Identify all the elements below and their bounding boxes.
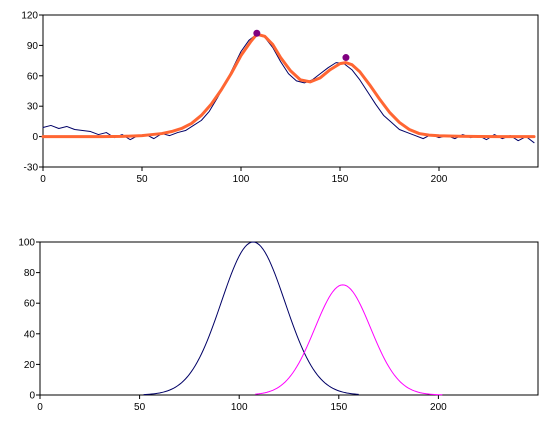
top-y-tick-label: -30 [24,163,39,174]
bottom-series-component-2 [255,284,443,396]
top-y-tick-label: 90 [27,41,39,52]
bottom-x-tick-label: 150 [330,402,347,413]
top-peak-marker-2 [342,54,350,62]
top-plot-frame [42,14,539,168]
top-x-tick-label: 150 [332,174,349,185]
top-x-tick-label: 0 [40,174,46,185]
top-y-tick-label: 60 [27,71,39,82]
bottom-y-tick-label: 60 [24,299,36,310]
top-x-tick-label: 100 [233,174,250,185]
bottom-x-tick-label: 50 [134,402,146,413]
bottom-x-tick-label: 100 [231,402,248,413]
top-peak-marker-1 [253,29,261,37]
bottom-y-tick-label: 40 [24,329,36,340]
bottom-chart: 0 20 40 60 80 100 0 50 100 150 200 [18,238,539,413]
bottom-x-tick-label: 0 [37,402,43,413]
top-y-tick-label: 0 [32,132,38,143]
bottom-plot-frame [39,241,539,396]
bottom-y-tick-label: 0 [29,391,35,402]
bottom-y-tick-label: 20 [24,360,36,371]
bottom-x-tick-label: 200 [430,402,447,413]
top-series-fitted-curve [41,32,536,139]
top-y-tick-label: 30 [27,102,39,113]
top-x-tick-label: 200 [431,174,448,185]
bottom-y-tick-label: 80 [24,268,36,279]
top-x-tick-label: 50 [136,174,148,185]
top-series-noisy-signal [42,33,535,144]
top-y-tick-label: 120 [21,11,38,22]
bottom-series-component-1 [143,241,359,396]
bottom-y-tick-label: 100 [18,238,35,249]
